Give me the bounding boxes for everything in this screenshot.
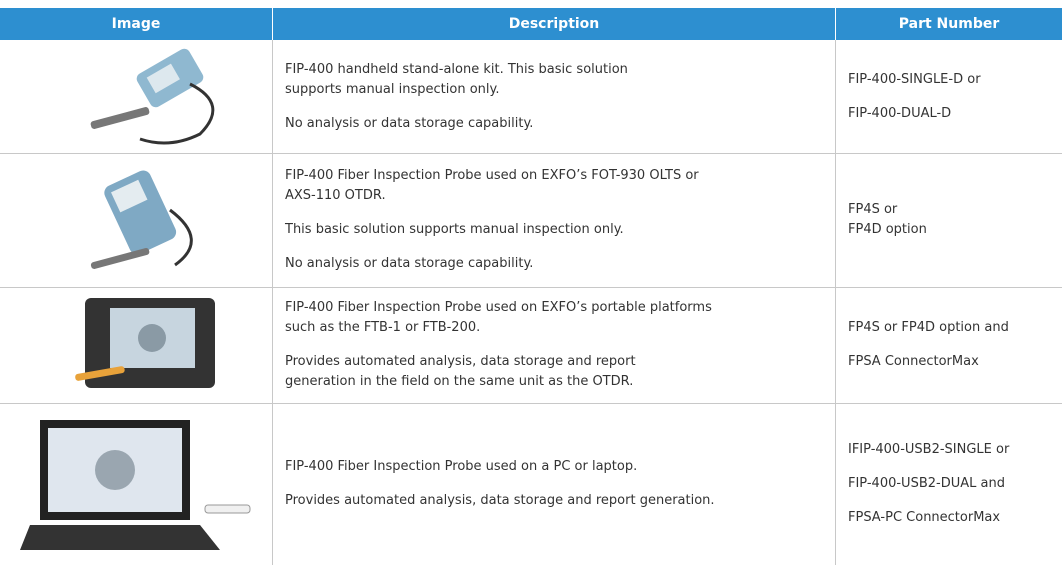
- paragraph: This basic solution supports manual insp…: [285, 220, 835, 240]
- text-line: such as the FTB-1 or FTB-200.: [285, 320, 481, 335]
- text-line: FP4S or: [848, 202, 898, 217]
- paragraph: FIP-400-SINGLE-D or: [848, 70, 1062, 90]
- description-cell: FIP-400 Fiber Inspection Probe used on a…: [273, 403, 835, 565]
- paragraph: FP4S or FP4D option: [848, 200, 1062, 240]
- vline: [272, 40, 273, 565]
- text-line: Provides automated analysis, data storag…: [285, 354, 636, 369]
- text-line: AXS-110 OTDR.: [285, 188, 386, 203]
- paragraph: No analysis or data storage capability.: [285, 254, 835, 274]
- text-line: FIP-400 Fiber Inspection Probe used on E…: [285, 168, 699, 183]
- product-image: [20, 420, 251, 550]
- text-line: FP4S or FP4D option and: [848, 320, 1009, 335]
- paragraph: FIP-400-DUAL-D: [848, 104, 1062, 124]
- paragraph: Provides automated analysis, data storag…: [285, 491, 835, 511]
- text-line: generation in the field on the same unit…: [285, 374, 634, 389]
- paragraph: No analysis or data storage capability.: [285, 114, 835, 134]
- text-line: No analysis or data storage capability.: [285, 256, 534, 271]
- text-line: FPSA-PC ConnectorMax: [848, 510, 1001, 525]
- paragraph: FPSA ConnectorMax: [848, 352, 1062, 372]
- paragraph: FPSA-PC ConnectorMax: [848, 508, 1062, 528]
- part-number-cell: IFIP-400-USB2-SINGLE or FIP-400-USB2-DUAL…: [836, 403, 1062, 565]
- paragraph: FIP-400-USB2-DUAL and: [848, 474, 1062, 494]
- part-number-cell: FP4S or FP4D option and FPSA ConnectorMax: [836, 287, 1062, 403]
- paragraph: FIP-400 Fiber Inspection Probe used on E…: [285, 298, 835, 338]
- description-cell: FIP-400 handheld stand-alone kit. This b…: [273, 40, 835, 153]
- paragraph: FP4S or FP4D option and: [848, 318, 1062, 338]
- product-image: [90, 170, 193, 269]
- row-divider: [0, 403, 1062, 404]
- paragraph: FIP-400 Fiber Inspection Probe used on E…: [285, 166, 835, 206]
- part-number-cell: FP4S or FP4D option: [836, 153, 1062, 287]
- product-image: [75, 298, 215, 388]
- row-divider: [0, 153, 1062, 154]
- header-cell: Description: [273, 8, 835, 40]
- header-cell: Image: [0, 8, 272, 40]
- text-line: No analysis or data storage capability.: [285, 115, 534, 131]
- text-line: FPSA ConnectorMax: [848, 354, 979, 369]
- product-image: [90, 48, 215, 145]
- description-cell: FIP-400 Fiber Inspection Probe used on E…: [273, 153, 835, 287]
- paragraph: FIP-400 Fiber Inspection Probe used on a…: [285, 457, 835, 477]
- paragraph: IFIP-400-USB2-SINGLE or: [848, 440, 1062, 460]
- text-line: FIP-400-USB2-DUAL and: [848, 476, 1005, 491]
- text-line: FIP-400 Fiber Inspection Probe used on a…: [285, 459, 638, 474]
- paragraph: Provides automated analysis, data storag…: [285, 352, 835, 392]
- paragraph: FIP-400 handheld stand-alone kit. This b…: [285, 60, 835, 100]
- text-line: This basic solution supports manual insp…: [285, 222, 624, 237]
- description-cell: FIP-400 Fiber Inspection Probe used on E…: [273, 287, 835, 403]
- text-line: FP4D option: [848, 222, 927, 237]
- text-line: supports manual inspection only.: [285, 81, 500, 97]
- vline: [835, 40, 836, 565]
- text-line: IFIP-400-USB2-SINGLE or: [848, 442, 1010, 457]
- text-line: Provides automated analysis, data storag…: [285, 493, 715, 508]
- header-cell: Part Number: [836, 8, 1062, 40]
- text-line: FIP-400 Fiber Inspection Probe used on E…: [285, 300, 712, 315]
- text-line: FIP-400-SINGLE-D or: [848, 71, 981, 87]
- part-number-cell: FIP-400-SINGLE-D or FIP-400-DUAL-D: [836, 40, 1062, 153]
- text-line: FIP-400 handheld stand-alone kit. This b…: [285, 61, 628, 77]
- row-divider: [0, 287, 1062, 288]
- text-line: FIP-400-DUAL-D: [848, 105, 952, 121]
